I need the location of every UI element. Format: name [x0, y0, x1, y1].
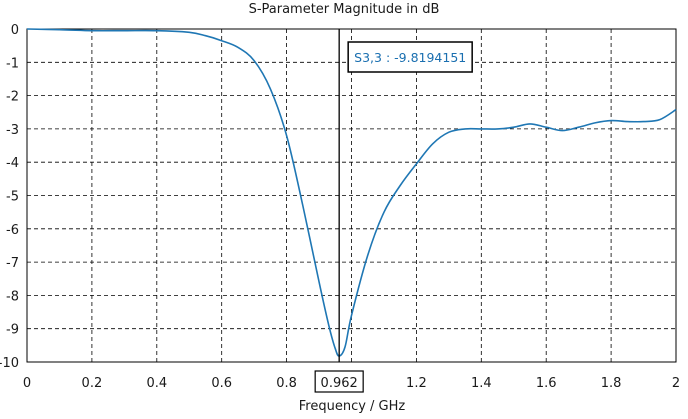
marker-x-value: 0.962: [321, 376, 358, 391]
y-tick-label: 0: [11, 23, 19, 38]
chart-title: S-Parameter Magnitude in dB: [249, 2, 440, 17]
y-tick-label: -2: [6, 90, 19, 105]
x-tick-label: 0.2: [82, 376, 103, 391]
x-tick-label: 0: [23, 376, 31, 391]
y-tick-label: -10: [0, 356, 19, 371]
y-tick-label: -9: [6, 323, 19, 338]
x-axis-ticks: 00.20.40.60.811.21.41.61.82: [23, 376, 680, 391]
x-tick-label: 1.6: [536, 376, 557, 391]
x-tick-label: 0.8: [276, 376, 297, 391]
series-line: [26, 28, 677, 357]
x-tick-label: 1.2: [406, 376, 427, 391]
marker-value-label: S3,3 : -9.8194151: [354, 50, 466, 65]
x-axis-title: Frequency / GHz: [299, 399, 406, 414]
marker-x-label: 0.962: [314, 370, 364, 393]
grid: [27, 29, 676, 362]
x-tick-label: 0.4: [146, 376, 167, 391]
y-tick-label: -7: [6, 256, 19, 271]
x-tick-label: 1.4: [471, 376, 492, 391]
y-tick-label: -5: [6, 190, 19, 205]
x-tick-label: 2: [672, 376, 680, 391]
marker-label-box: S3,3 : -9.8194151: [347, 41, 473, 73]
y-tick-label: -3: [6, 123, 19, 138]
plot-frame: [26, 28, 677, 363]
y-tick-label: -1: [6, 56, 19, 71]
y-tick-label: -6: [6, 223, 19, 238]
y-axis-ticks: 0 -1 -2 -3 -4 -5 -6 -7 -8 -9 -10: [0, 23, 19, 371]
y-tick-label: -4: [6, 156, 19, 171]
y-tick-label: -8: [6, 289, 19, 304]
x-tick-label: 0.6: [211, 376, 232, 391]
x-tick-label: 1.8: [601, 376, 622, 391]
